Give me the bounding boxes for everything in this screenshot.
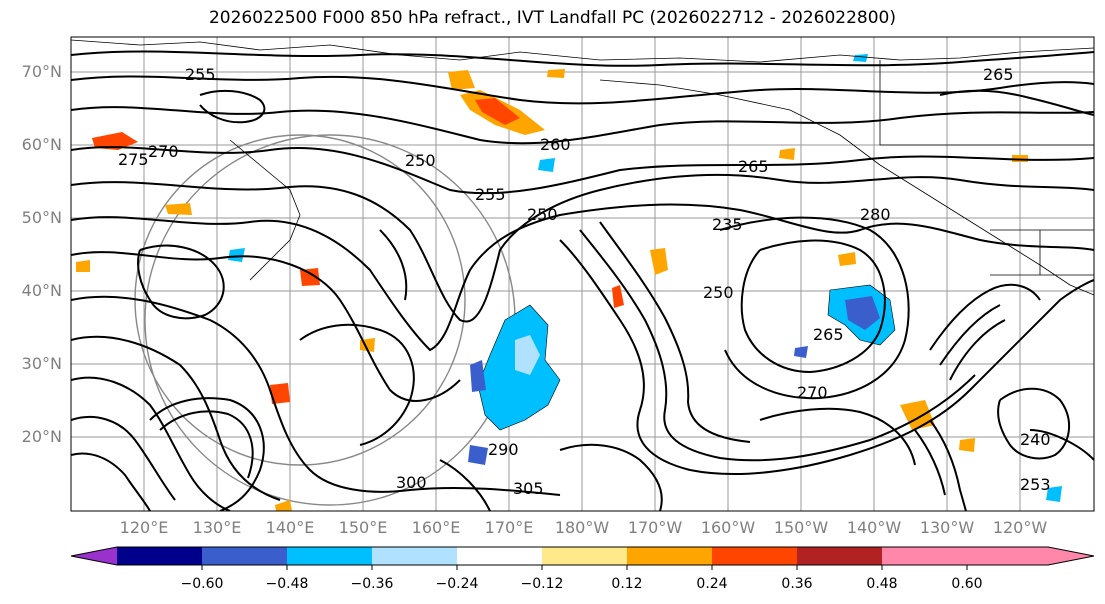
colorbar-tick-label: 0.12 [611, 576, 643, 592]
lat-label: 70°N [21, 62, 62, 81]
colorbar-tick-label: −0.60 [180, 576, 224, 592]
colorbar-tick-label: 0.60 [951, 576, 983, 592]
map-frame [70, 36, 1095, 512]
contour-label: 275 [118, 150, 149, 169]
shading-blue [228, 54, 1062, 502]
lon-label: 130°W [919, 518, 975, 537]
colorbar-segment [882, 547, 967, 565]
lon-label: 140°E [265, 518, 315, 537]
contours [71, 50, 1094, 511]
contour-label: 250 [527, 205, 558, 224]
lat-label: 60°N [21, 135, 62, 154]
lon-label: 140°W [846, 518, 902, 537]
colorbar-tick-label: −0.36 [350, 576, 394, 592]
colorbar-segment [372, 547, 457, 565]
colorbar-tick-label: 0.36 [781, 576, 813, 592]
colorbar-extend-left [71, 547, 117, 565]
lat-label: 40°N [21, 281, 62, 300]
lon-label: 170°W [627, 518, 683, 537]
colorbar-segment [457, 547, 542, 565]
colorbar-segment [117, 547, 202, 565]
colorbar-segment [287, 547, 372, 565]
contour-label: 270 [148, 142, 179, 161]
colorbar-segment [627, 547, 712, 565]
colorbar-segment [542, 547, 627, 565]
contour-label: 265 [983, 65, 1014, 84]
lon-label: 160°E [411, 518, 461, 537]
colorbar-extend-right [967, 547, 1094, 565]
lon-label: 170°E [484, 518, 534, 537]
contour-label: 253 [1020, 475, 1051, 494]
contour-label: 250 [703, 283, 734, 302]
contour-label: 265 [738, 157, 769, 176]
colorbar-segment [202, 547, 287, 565]
lat-label: 50°N [21, 208, 62, 227]
lat-label: 30°N [21, 354, 62, 373]
lon-label: 120°E [119, 518, 169, 537]
lat-label: 20°N [21, 427, 62, 446]
lon-label: 130°E [192, 518, 242, 537]
contour-label: 265 [813, 325, 844, 344]
contour-label: 280 [860, 205, 891, 224]
contour-label: 290 [488, 440, 519, 459]
contour-label: 250 [405, 151, 436, 170]
lon-label: 160°W [700, 518, 756, 537]
contour-label: 260 [540, 135, 571, 154]
colorbar-segment [797, 547, 882, 565]
contour-label: 305 [513, 479, 544, 498]
contour-label: 270 [797, 383, 828, 402]
contour-label: 255 [185, 65, 216, 84]
lon-label: 150°W [773, 518, 829, 537]
colorbar-tick-label: 0.48 [866, 576, 898, 592]
colorbar [70, 546, 1095, 570]
colorbar-tick-label: 0.24 [696, 576, 728, 592]
lon-label: 180°W [554, 518, 610, 537]
lon-label: 120°W [992, 518, 1048, 537]
contour-label: 300 [396, 473, 427, 492]
lon-label: 150°E [338, 518, 388, 537]
colorbar-segment [712, 547, 797, 565]
colorbar-tick-label: −0.48 [265, 576, 309, 592]
contour-label: 235 [712, 215, 743, 234]
colorbar-tick-label: −0.24 [435, 576, 479, 592]
colorbar-tick-label: −0.12 [520, 576, 564, 592]
colorbar-outline [70, 546, 1095, 566]
contour-label: 255 [475, 185, 506, 204]
contour-label: 240 [1020, 430, 1051, 449]
map-title: 2026022500 F000 850 hPa refract., IVT La… [208, 8, 896, 28]
